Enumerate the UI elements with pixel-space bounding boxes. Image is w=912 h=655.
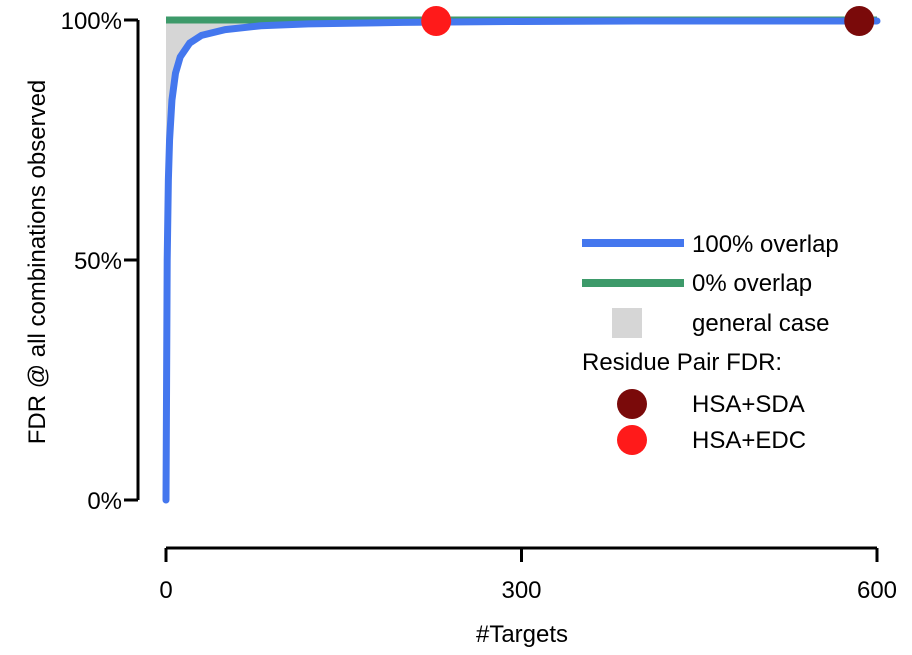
point-marker-hsa-edc [421,5,452,36]
legend-marker-hsa-edc [617,425,647,455]
legend: 100% overlap 0% overlap general case Res… [582,231,839,455]
x-tick-label: 300 [501,577,541,604]
legend-label-general-case: general case [692,310,829,337]
y-axis-title: FDR @ all combinations observed [24,80,51,445]
y-tick-label: 100% [61,8,122,35]
legend-swatch-general-case [612,308,642,338]
legend-label-0-overlap: 0% overlap [692,270,812,297]
legend-label-hsa-sda: HSA+SDA [692,391,805,418]
legend-marker-hsa-sda [617,389,647,419]
x-tick-label: 600 [857,577,897,604]
x-axis: 0 300 600 [159,546,897,604]
legend-label-hsa-edc: HSA+EDC [692,427,806,454]
series-line-100-overlap [162,17,881,504]
x-axis-title: #Targets [476,621,568,648]
plot-area [162,5,881,504]
y-axis: 0% 50% 100% [61,8,140,515]
point-marker-hsa-sda [844,5,875,36]
legend-label-100-overlap: 100% overlap [692,231,839,258]
point-markers [421,5,875,36]
legend-points-title: Residue Pair FDR: [582,349,782,376]
y-tick-label: 0% [87,488,122,515]
x-tick-label: 0 [159,577,172,604]
y-tick-label: 50% [74,248,122,275]
